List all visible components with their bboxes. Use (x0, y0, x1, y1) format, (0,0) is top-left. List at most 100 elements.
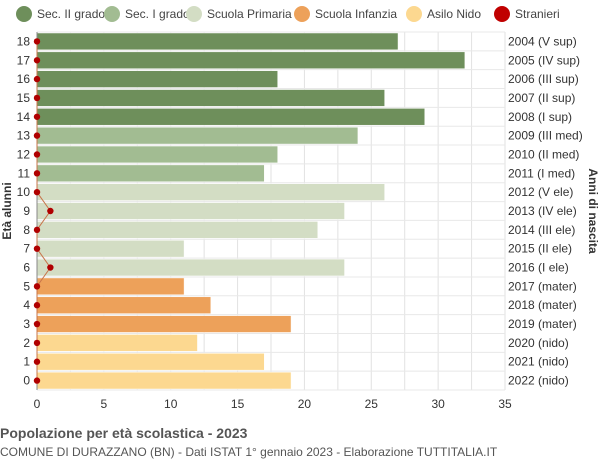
x-tick-label: 5 (101, 397, 108, 411)
birth-year-label: 2011 (I med) (508, 166, 575, 180)
legend-item: Stranieri (494, 6, 560, 22)
stranieri-point (33, 283, 41, 290)
bar (36, 315, 292, 333)
legend-label: Asilo Nido (427, 7, 482, 21)
stranieri-point (33, 188, 41, 196)
legend-swatch (406, 6, 422, 22)
stranieri-point (33, 132, 41, 139)
bar (36, 202, 345, 220)
stranieri-point (33, 113, 41, 120)
birth-year-label: 2021 (nido) (508, 355, 569, 369)
legend-swatch (16, 6, 32, 22)
legend-label: Scuola Infanzia (315, 7, 398, 21)
x-tick-label: 35 (498, 397, 512, 411)
birth-year-label: 2006 (III sup) (508, 72, 579, 86)
x-tick-label: 25 (365, 397, 379, 411)
bar (36, 371, 292, 390)
birth-year-label: 2009 (III med) (508, 129, 583, 143)
stranieri-point (33, 339, 41, 347)
bar (36, 277, 185, 296)
age-label: 11 (18, 166, 31, 180)
birth-year-label: 2004 (V sup) (508, 34, 577, 48)
chart-subtitle: COMUNE DI DURAZZANO (BN) - Dati ISTAT 1°… (0, 445, 498, 459)
stranieri-point (33, 226, 41, 234)
bar (36, 145, 278, 164)
bar (36, 70, 278, 88)
age-label: 18 (17, 34, 31, 48)
stranieri-point (33, 57, 41, 64)
age-label: 5 (23, 279, 30, 293)
bar (36, 240, 185, 258)
birth-year-label: 2016 (I ele) (508, 261, 569, 275)
birth-year-label: 2012 (V ele) (508, 185, 573, 199)
legend-label: Sec. II grado (37, 7, 106, 21)
bar (36, 258, 345, 277)
stranieri-point (33, 94, 41, 102)
stranieri-point (47, 207, 54, 215)
bar (36, 221, 319, 239)
birth-year-label: 2022 (nido) (508, 374, 569, 388)
age-label: 7 (23, 242, 30, 256)
legend-item: Sec. II grado (16, 6, 105, 22)
birth-year-label: 2018 (mater) (508, 298, 577, 312)
stranieri-point (33, 302, 41, 309)
age-label: 17 (17, 53, 31, 67)
bar (36, 353, 265, 371)
chart-title: Popolazione per età scolastica - 2023 (0, 425, 248, 441)
stranieri-point (33, 170, 41, 177)
birth-year-label: 2015 (II ele) (508, 242, 572, 256)
legend-item: Sec. I grado (104, 6, 190, 22)
bar (36, 89, 385, 107)
legend-swatch (294, 6, 310, 22)
legend-swatch (104, 6, 120, 22)
legend-label: Scuola Primaria (207, 7, 292, 21)
left-axis-title: Età alunni (0, 182, 14, 239)
age-label: 10 (17, 185, 31, 199)
birth-year-label: 2017 (mater) (508, 279, 577, 293)
stranieri-point (33, 377, 41, 384)
birth-year-label: 2014 (III ele) (508, 223, 575, 237)
stranieri-point (33, 245, 41, 252)
age-label: 8 (23, 223, 30, 237)
x-tick-label: 10 (164, 397, 178, 411)
x-tick-label: 0 (34, 397, 41, 411)
legend-item: Scuola Primaria (186, 6, 292, 22)
birth-year-label: 2020 (nido) (508, 336, 569, 350)
age-label: 16 (17, 72, 31, 86)
stranieri-point (33, 320, 41, 328)
age-label: 9 (23, 204, 30, 218)
stranieri-point (33, 358, 41, 365)
bar (36, 108, 426, 126)
age-label: 3 (23, 317, 30, 331)
legend-label: Stranieri (515, 7, 560, 21)
birth-year-label: 2019 (mater) (508, 317, 577, 331)
bar (36, 51, 466, 69)
birth-year-label: 2007 (II sup) (508, 91, 575, 105)
bar (36, 164, 265, 182)
legend-label: Sec. I grado (125, 7, 190, 21)
bar (36, 32, 399, 51)
x-tick-label: 30 (431, 397, 445, 411)
age-label: 14 (17, 110, 31, 124)
right-axis-title: Anni di nascita (586, 168, 600, 254)
stranieri-point (33, 151, 41, 158)
stranieri-point (33, 38, 41, 45)
bar (36, 183, 385, 201)
birth-year-label: 2010 (II med) (508, 147, 579, 161)
x-tick-label: 15 (231, 397, 245, 411)
legend-swatch (494, 6, 510, 22)
legend-item: Asilo Nido (406, 6, 481, 22)
age-label: 12 (17, 147, 31, 161)
age-label: 2 (23, 336, 30, 350)
legend-item: Scuola Infanzia (294, 6, 397, 22)
bar (36, 296, 212, 314)
x-tick-label: 20 (298, 397, 312, 411)
stranieri-point (33, 75, 41, 83)
stranieri-point (47, 264, 54, 271)
legend-swatch (186, 6, 202, 22)
age-label: 15 (17, 91, 31, 105)
age-label: 4 (23, 298, 30, 312)
age-label: 1 (23, 355, 30, 369)
bar (36, 126, 359, 145)
